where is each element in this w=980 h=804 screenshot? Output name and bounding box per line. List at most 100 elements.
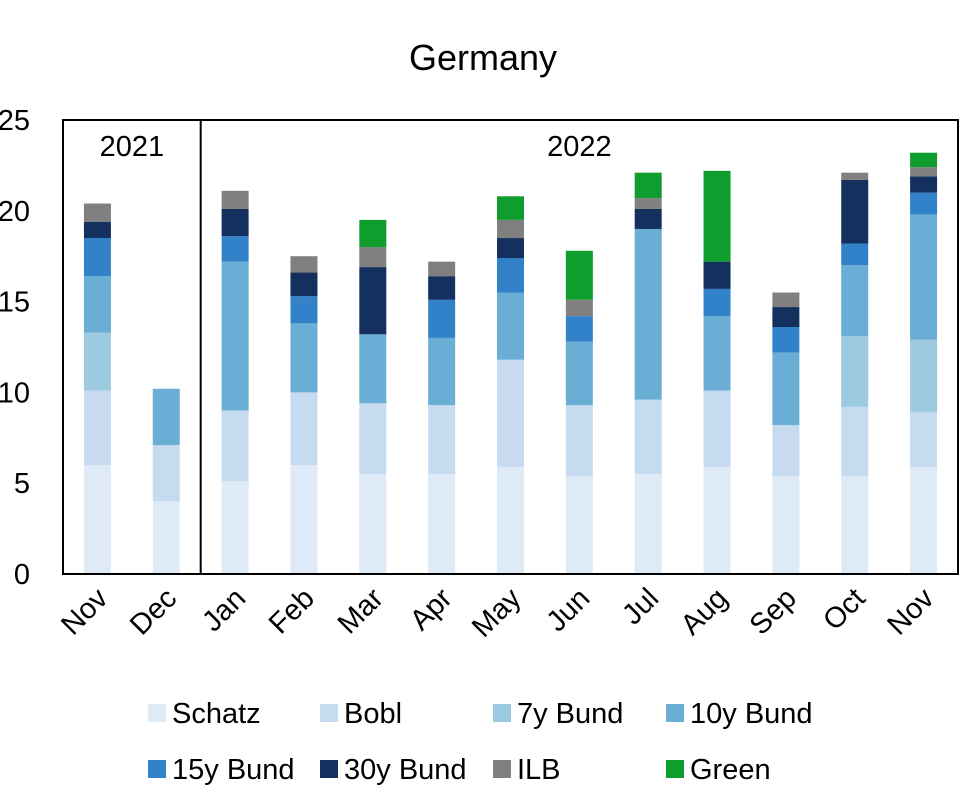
legend-label: 7y Bund — [517, 698, 623, 730]
bar-segment — [772, 327, 800, 353]
bar-segment — [83, 221, 111, 239]
bar-segment — [841, 265, 869, 337]
bar-segment — [703, 466, 731, 574]
bar-segment — [221, 236, 249, 262]
bar-segment — [290, 465, 318, 574]
bar-segment — [221, 481, 249, 574]
bar-segment — [703, 288, 731, 317]
x-tick-label: Jun — [541, 582, 597, 638]
legend-label: Schatz — [172, 698, 261, 730]
legend-swatch — [666, 704, 684, 722]
bar-segment — [359, 219, 387, 248]
x-axis: Nov Dec Jan Feb Mar Apr May Jun Jul Aug Sep Oct Nov — [55, 582, 941, 644]
bar-segment — [910, 214, 938, 340]
bar-segment — [152, 388, 180, 446]
bar-segment — [290, 392, 318, 466]
bar-segment — [772, 307, 800, 328]
bar-segment — [703, 390, 731, 467]
bar-segment — [841, 406, 869, 476]
x-tick-label: Dec — [124, 582, 183, 641]
bar-segment — [772, 475, 800, 574]
bar-segment — [497, 196, 524, 220]
x-tick-label: Aug — [675, 582, 734, 641]
bar-segment — [703, 316, 731, 391]
bar-segment — [772, 292, 800, 308]
bar-segment — [290, 296, 318, 324]
bar-segment — [428, 405, 456, 475]
bar-segment — [83, 332, 111, 391]
bar-segment — [497, 292, 524, 360]
bar-segment — [910, 339, 938, 413]
bar-segment — [83, 276, 111, 333]
y-tick-label: 20 — [0, 196, 30, 228]
legend-label: ILB — [517, 754, 561, 786]
year-label: 2021 — [100, 131, 165, 163]
x-tick-label: May — [466, 582, 528, 644]
bar-segment — [428, 299, 456, 338]
legend-swatch — [493, 704, 511, 722]
x-tick-label: Nov — [55, 582, 114, 641]
bar-segment — [565, 475, 593, 574]
year-label: 2022 — [547, 131, 612, 163]
legend-swatch — [493, 760, 511, 778]
bar-segment — [221, 208, 249, 237]
bar-segment — [634, 208, 662, 229]
bar-segment — [565, 405, 593, 476]
bar-segment — [83, 203, 111, 222]
bar-segment — [634, 474, 662, 574]
bar-segment — [841, 336, 869, 407]
chart-title: Germany — [409, 37, 557, 78]
bar-segment — [703, 261, 731, 289]
bar-segment — [841, 475, 869, 574]
x-tick-label: Sep — [744, 582, 803, 641]
bar-segment — [221, 261, 249, 411]
bar-segment — [359, 247, 387, 268]
y-tick-label: 15 — [0, 287, 30, 319]
y-tick-label: 0 — [14, 559, 30, 591]
bar-segment — [910, 176, 938, 193]
x-tick-label: Oct — [817, 582, 872, 637]
bar-segment — [910, 167, 938, 177]
bar-segment — [290, 256, 318, 273]
bar-segment — [634, 198, 662, 209]
bar-segment — [497, 466, 524, 574]
bar-segment — [428, 474, 456, 574]
bar-segment — [290, 323, 318, 393]
bar-segment — [290, 272, 318, 297]
x-tick-label: Jul — [616, 582, 665, 631]
y-tick-label: 5 — [14, 468, 30, 500]
bar-segment — [772, 425, 800, 476]
bar-segment — [565, 250, 593, 300]
y-tick-label: 10 — [0, 377, 30, 409]
bars — [83, 152, 938, 574]
bar-segment — [152, 445, 180, 502]
plot-frame — [62, 119, 959, 575]
bar-segment — [83, 238, 111, 277]
bar-segment — [772, 352, 800, 426]
bar-segment — [841, 179, 869, 244]
plot-border — [62, 119, 959, 575]
bar-segment — [910, 412, 938, 467]
bar-segment — [152, 501, 180, 574]
legend-swatch — [320, 760, 338, 778]
bar-segment — [841, 172, 869, 180]
y-axis: 0 5 10 15 20 25 — [0, 105, 30, 591]
bar-segment — [497, 219, 524, 239]
bar-segment — [497, 359, 524, 467]
x-tick-label: Feb — [263, 582, 321, 640]
bar-segment — [83, 390, 111, 466]
bar-segment — [841, 243, 869, 266]
bar-segment — [359, 334, 387, 404]
bar-segment — [910, 152, 938, 168]
legend-label: Green — [690, 754, 771, 786]
legend-label: 30y Bund — [344, 754, 467, 786]
bar-segment — [703, 170, 731, 262]
legend-label: 15y Bund — [172, 754, 295, 786]
legend-swatch — [666, 760, 684, 778]
bar-segment — [565, 316, 593, 342]
bar-segment — [359, 474, 387, 574]
bar-segment — [634, 228, 662, 400]
bar-segment — [497, 258, 524, 293]
legend: Schatz Bobl 7y Bund 10y Bund 15y Bund 30y Bun… — [148, 698, 813, 786]
